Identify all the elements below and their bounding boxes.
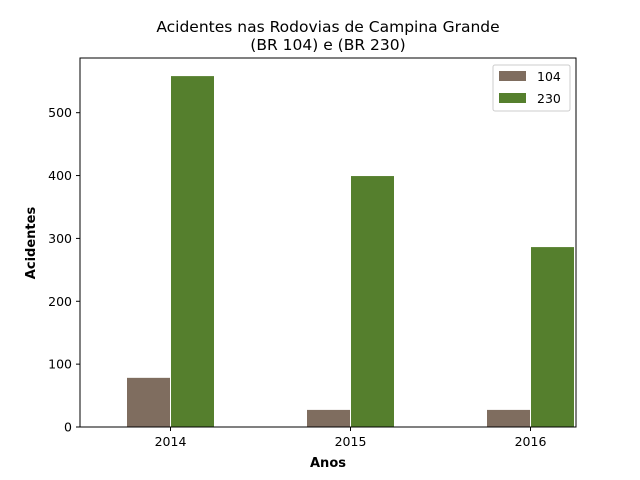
y-axis: 0 100 200 300 400 500: [48, 105, 80, 435]
x-axis-label: Anos: [310, 456, 346, 471]
legend-swatch-230: [499, 93, 526, 103]
chart-title-line1: Acidentes nas Rodovias de Campina Grande: [156, 18, 499, 36]
legend-label-104: 104: [537, 69, 561, 84]
y-tick-label-400: 400: [48, 168, 72, 183]
bar-230-2014: [170, 75, 215, 428]
x-tick-label-2015: 2015: [335, 434, 367, 449]
y-tick-label-0: 0: [64, 420, 72, 435]
y-tick-label-500: 500: [48, 105, 72, 120]
y-tick-label-100: 100: [48, 357, 72, 372]
x-tick-label-2014: 2014: [155, 434, 187, 449]
y-axis-label: Acidentes: [24, 207, 39, 280]
legend: 104 230: [492, 64, 571, 112]
y-tick-label-300: 300: [48, 231, 72, 246]
x-axis: 2014 2015 2016: [155, 427, 547, 449]
legend-label-230: 230: [537, 91, 561, 106]
bar-104-2015: [306, 408, 351, 428]
x-tick-label-2016: 2016: [515, 434, 547, 449]
bar-104-2016: [486, 408, 531, 428]
plot-frame: [79, 57, 577, 428]
bar-104-2014: [126, 376, 171, 428]
legend-swatch-104: [499, 71, 526, 81]
bars-layer: [126, 75, 575, 428]
chart-title-line2: (BR 104) e (BR 230): [250, 36, 405, 54]
bar-230-2015: [350, 175, 395, 428]
y-tick-label-200: 200: [48, 294, 72, 309]
bar-230-2016: [530, 246, 575, 428]
